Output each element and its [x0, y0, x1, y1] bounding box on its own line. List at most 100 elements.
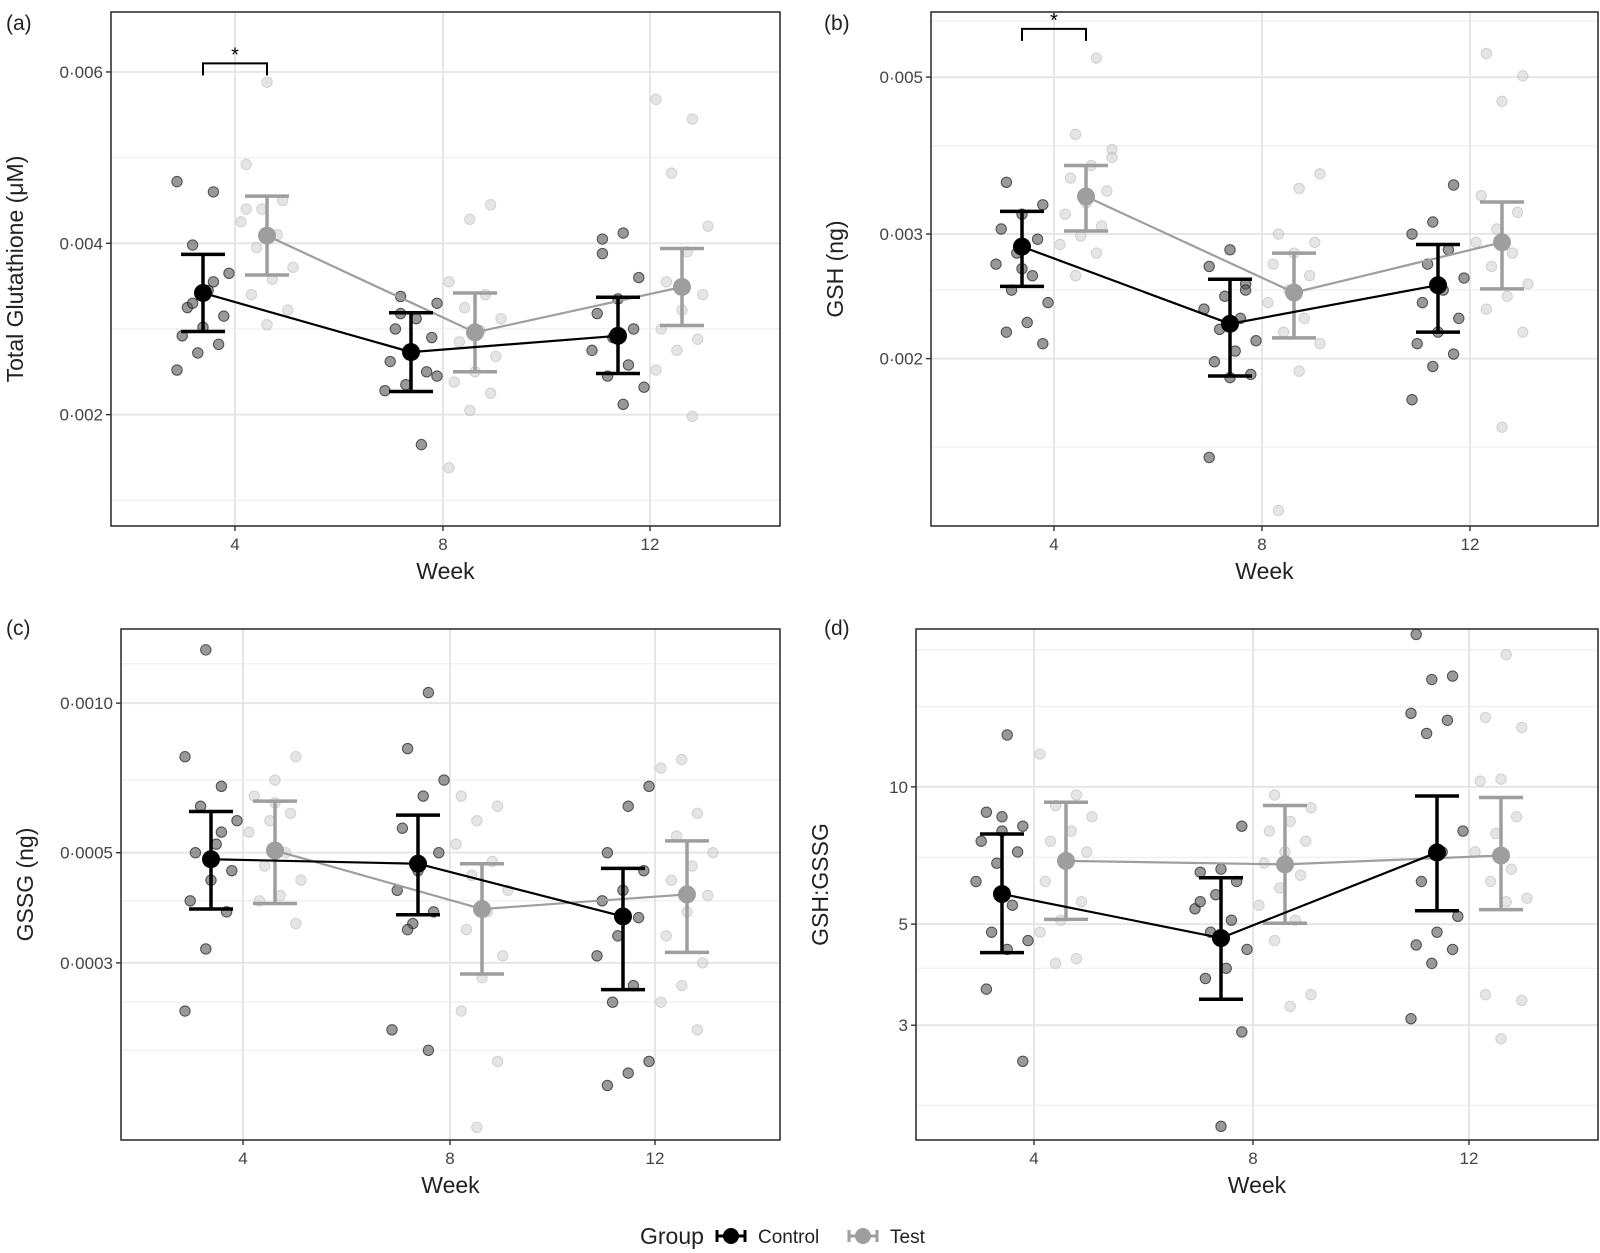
control-data-point [426, 331, 438, 344]
test-data-point [697, 289, 709, 301]
x-axis-title: Week [1228, 1172, 1287, 1198]
bracket-line [1021, 27, 1087, 41]
control-data-point [1236, 820, 1248, 832]
control-data-point [632, 911, 645, 924]
panel-label: (c) [6, 617, 31, 640]
control-data-point [1000, 326, 1013, 338]
control-data-point [622, 800, 634, 812]
legend: Group Control Test [640, 1223, 926, 1249]
test-data-point [1479, 711, 1492, 724]
control-data-point [186, 297, 199, 309]
control-data-point [1017, 1055, 1029, 1068]
test-data-point [295, 874, 307, 886]
control-data-point [591, 950, 603, 962]
control-data-point [1405, 1013, 1417, 1025]
control-data-point [996, 811, 1008, 823]
test-data-point [691, 807, 704, 820]
x-tick-label: 4 [1049, 535, 1058, 554]
control-data-point [171, 364, 183, 376]
test-data-point [1470, 236, 1482, 249]
test-data-point [676, 753, 688, 766]
control-data-point [1017, 820, 1029, 832]
test-error-bar [460, 861, 504, 976]
control-data-point [1406, 393, 1418, 406]
control-data-point [1458, 272, 1470, 284]
x-tick-label: 4 [230, 535, 239, 554]
test-data-point [1500, 648, 1512, 661]
test-data-point [691, 333, 704, 345]
legend-test-point [855, 1228, 871, 1244]
control-data-point [192, 347, 204, 359]
control-data-point [215, 780, 228, 793]
legend-test: Test [847, 1227, 926, 1248]
y-tick-label: 0·0010 [60, 694, 113, 713]
x-axis-title: Week [421, 1172, 480, 1198]
control-data-point [226, 864, 238, 877]
control-data-point [980, 983, 993, 995]
y-axis-title: GSH:GSSG [807, 823, 833, 946]
y-tick-label: 0·004 [60, 234, 103, 253]
control-mean-point [202, 850, 220, 869]
y-axis-title: Total Glutathione (μM) [2, 156, 28, 383]
control-data-point [1026, 269, 1039, 282]
test-data-point [660, 930, 672, 942]
test-data-point [464, 404, 476, 417]
test-data-point [1034, 748, 1046, 760]
test-data-point [707, 846, 719, 859]
test-data-point [1059, 208, 1071, 220]
control-data-point [975, 835, 987, 847]
control-data-point [1446, 943, 1459, 956]
y-tick-label: 0·002 [880, 350, 923, 369]
test-data-point [1267, 258, 1279, 270]
control-data-point [1031, 233, 1044, 245]
x-tick-label: 4 [1029, 1149, 1038, 1168]
control-data-point [438, 774, 450, 786]
control-data-point [1447, 179, 1460, 191]
test-data-point [258, 860, 271, 872]
legend-control-point [723, 1228, 739, 1244]
test-data-point [287, 261, 299, 273]
control-data-point [1225, 914, 1238, 926]
significance-star: * [231, 44, 239, 66]
test-data-point [455, 790, 467, 802]
test-data-point [1262, 296, 1274, 309]
control-data-point [207, 186, 220, 198]
control-data-point [215, 826, 228, 838]
control-mean-point [1429, 276, 1447, 295]
control-data-point [1021, 316, 1033, 329]
panel-label: (a) [6, 12, 32, 35]
control-data-point [1194, 866, 1206, 878]
x-tick-label: 12 [646, 1149, 665, 1168]
test-data-point [1070, 789, 1083, 801]
test-data-point [1517, 70, 1529, 82]
y-tick-label: 0·0005 [60, 844, 113, 863]
control-data-point [186, 239, 199, 251]
test-data-point [650, 364, 662, 376]
control-data-point [1006, 899, 1019, 911]
test-data-point [453, 336, 466, 348]
control-data-point [431, 297, 443, 309]
test-data-point [1305, 802, 1317, 814]
test-data-point [696, 957, 709, 969]
y-tick-label: 0·003 [880, 225, 923, 244]
y-axis-title: GSSG (ng) [12, 828, 38, 942]
test-data-point [686, 113, 699, 125]
control-data-point [1022, 934, 1034, 947]
test-data-point [1069, 128, 1082, 141]
control-data-point [417, 790, 429, 802]
test-mean-point [1077, 187, 1095, 206]
control-data-point [1405, 707, 1417, 720]
test-data-point [269, 774, 281, 786]
test-data-point [261, 318, 273, 331]
control-data-point [184, 895, 196, 907]
test-data-point [1298, 312, 1311, 325]
control-data-point [171, 175, 183, 188]
control-data-point [1452, 910, 1464, 923]
control-data-point [1037, 337, 1049, 350]
test-data-point [1485, 260, 1498, 273]
test-data-point [1272, 504, 1285, 517]
y-tick-label: 0·005 [880, 68, 923, 87]
test-data-point [460, 923, 473, 936]
control-data-point [1411, 337, 1423, 350]
test-data-point [1511, 206, 1524, 219]
